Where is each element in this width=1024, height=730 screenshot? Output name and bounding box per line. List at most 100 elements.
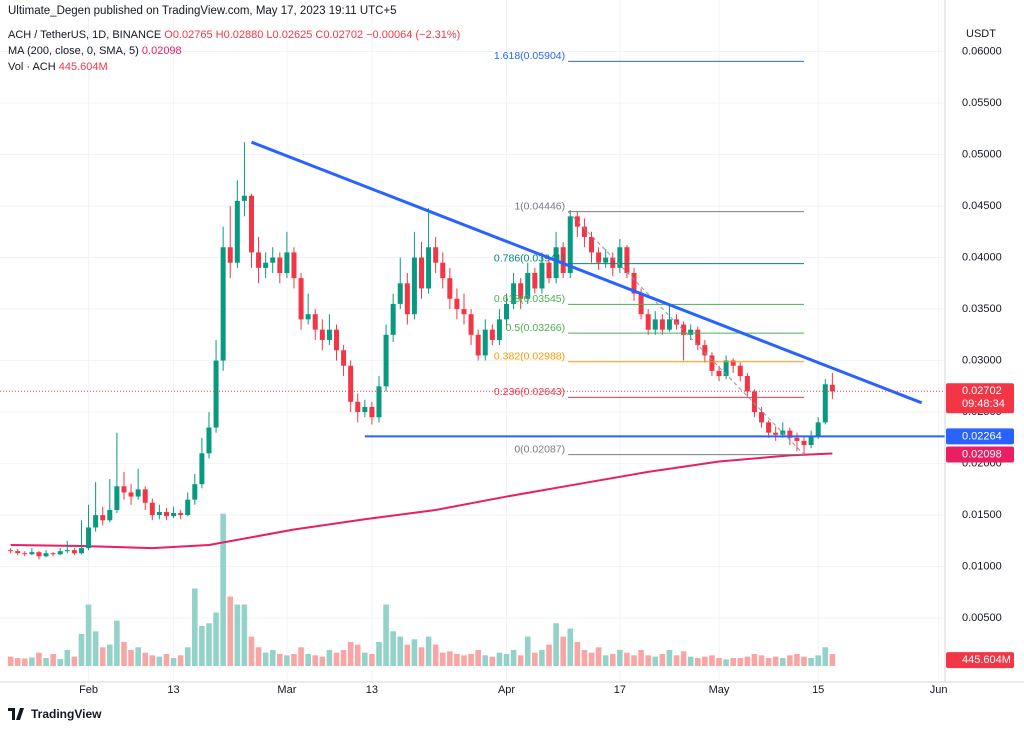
volume-bar xyxy=(213,612,219,666)
volume-bar xyxy=(347,641,354,666)
candle-body xyxy=(64,550,70,552)
candle-body xyxy=(581,226,587,237)
candle-body xyxy=(404,283,410,315)
candle-body xyxy=(659,319,665,330)
volume-bar xyxy=(142,652,149,666)
candle-body xyxy=(801,440,807,446)
volume-bar xyxy=(808,657,814,666)
volume-bar xyxy=(588,652,595,666)
candle-body xyxy=(596,252,602,263)
volume-bar xyxy=(284,655,290,666)
volume-bar xyxy=(220,513,226,666)
volume-bar xyxy=(21,658,28,666)
candle-body xyxy=(220,247,226,361)
candle-body xyxy=(723,360,729,377)
x-tick-label: Apr xyxy=(498,684,515,696)
axes: USDT 0.06000 0.05500 0.05000 0.04500 0.04000… xyxy=(0,0,1024,696)
volume-bar xyxy=(687,656,694,666)
candle-body xyxy=(638,293,644,315)
candle-body xyxy=(298,278,304,320)
candle-body xyxy=(93,515,99,528)
candle-body xyxy=(546,262,552,279)
volume-bar xyxy=(206,623,212,666)
volume-bar xyxy=(333,652,340,666)
volume-bar xyxy=(723,659,729,666)
volume-bar xyxy=(57,659,64,666)
volume-bar xyxy=(432,644,439,666)
volume-bar xyxy=(170,657,177,666)
candle-body xyxy=(234,200,240,263)
grid xyxy=(0,0,945,682)
candle-body xyxy=(171,513,177,517)
candle-body xyxy=(716,370,722,377)
volume-bar xyxy=(595,647,602,666)
volume-bar xyxy=(319,656,326,666)
ma-line xyxy=(10,452,833,550)
candle-body xyxy=(341,350,347,366)
candle-body xyxy=(284,252,290,274)
volume-bar xyxy=(135,647,141,666)
volume-bar xyxy=(702,656,708,666)
volume-bar xyxy=(312,655,319,666)
volume-bar xyxy=(560,636,566,666)
legend-row: ACH / TetherUS, 1D, BINANCE O0.02765 H0.… xyxy=(8,29,460,41)
candle-body xyxy=(135,489,141,497)
candle-body xyxy=(397,283,403,304)
candle-body xyxy=(213,360,219,428)
candle-body xyxy=(624,247,630,274)
y-tick-label: 0.05000 xyxy=(962,148,1002,160)
volume-bar xyxy=(163,653,170,666)
volume-bar xyxy=(262,652,269,666)
x-tick-label: 17 xyxy=(614,684,626,696)
volume-bar xyxy=(489,656,496,666)
candle-body xyxy=(199,453,205,485)
countdown: 09:48:34 xyxy=(962,398,1005,410)
candle-body xyxy=(709,355,715,371)
volume-bar xyxy=(78,633,85,666)
volume-bar xyxy=(659,653,666,666)
axis-unit: USDT xyxy=(966,28,996,40)
volume-bar xyxy=(362,652,368,666)
candle-body xyxy=(829,384,835,392)
y-tick-label: 0.04000 xyxy=(962,251,1002,263)
volume-bar xyxy=(801,656,807,666)
candle-body xyxy=(128,492,134,497)
candle-body xyxy=(326,329,332,340)
candle-body xyxy=(86,527,92,549)
candle-body xyxy=(390,303,396,335)
price-tag-label: 0.02264 xyxy=(962,430,1002,442)
candle-body xyxy=(57,551,63,555)
x-tick-label: May xyxy=(709,684,730,696)
legend-row: Vol · ACH 445.604M xyxy=(8,61,108,73)
vol-value: 445.604M xyxy=(58,61,108,73)
volume-bar xyxy=(340,649,347,666)
candle-body xyxy=(766,422,772,433)
volume-bar xyxy=(227,596,234,666)
price-tag xyxy=(946,428,1014,445)
volume-bar xyxy=(666,649,673,666)
candle-body xyxy=(426,247,432,289)
volume-bar xyxy=(14,657,21,666)
fib-label: 0(0.02087) xyxy=(514,443,565,455)
volume-bar xyxy=(439,652,446,666)
volume-bar xyxy=(546,644,552,666)
candle-body xyxy=(751,391,757,413)
volume-bar xyxy=(567,628,574,666)
candle-body xyxy=(78,548,84,554)
x-tick-label: Feb xyxy=(79,684,98,696)
y-tick-label: 0.01500 xyxy=(962,509,1002,521)
candle-body xyxy=(496,319,502,340)
y-tick-label: 0.04500 xyxy=(962,200,1002,212)
candle-body xyxy=(525,273,531,299)
volume-bar xyxy=(376,641,382,666)
candle-body xyxy=(50,553,56,555)
candle-body xyxy=(610,257,616,268)
fib-label: 0.786(0.03941) xyxy=(494,252,565,264)
volume-bar xyxy=(305,653,311,666)
fib-label: 1.618(0.05904) xyxy=(494,50,565,62)
candle-body xyxy=(411,257,417,315)
candle-body xyxy=(383,334,389,387)
candle-body xyxy=(773,432,779,435)
volume-bar xyxy=(638,649,644,666)
